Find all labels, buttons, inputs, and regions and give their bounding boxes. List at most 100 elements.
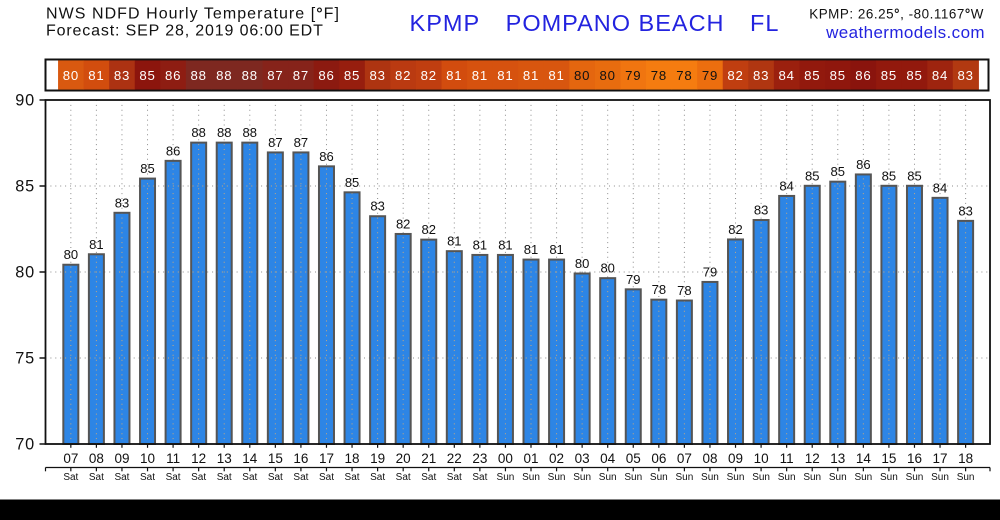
svg-text:Sun: Sun — [854, 472, 872, 483]
svg-text:86: 86 — [319, 149, 333, 164]
svg-text:Sat: Sat — [319, 472, 334, 483]
svg-text:Sun: Sun — [522, 472, 540, 483]
svg-text:11: 11 — [780, 451, 794, 466]
svg-text:Sun: Sun — [778, 472, 796, 483]
svg-text:19: 19 — [370, 451, 385, 466]
svg-text:82: 82 — [728, 222, 742, 237]
svg-text:81: 81 — [549, 242, 563, 257]
svg-text:Sun: Sun — [727, 472, 745, 483]
svg-text:81: 81 — [497, 68, 513, 83]
svg-text:16: 16 — [293, 451, 308, 466]
svg-text:08: 08 — [702, 451, 717, 466]
svg-text:81: 81 — [446, 68, 462, 83]
svg-text:14: 14 — [242, 451, 258, 466]
svg-text:87: 87 — [293, 68, 309, 83]
svg-text:79: 79 — [625, 68, 641, 83]
svg-text:83: 83 — [369, 68, 385, 83]
svg-text:88: 88 — [217, 125, 231, 140]
svg-text:86: 86 — [318, 68, 334, 83]
svg-text:NWS NDFD Hourly Temperature [°: NWS NDFD Hourly Temperature [°F] — [46, 6, 340, 23]
svg-text:Sun: Sun — [599, 472, 617, 483]
svg-text:84: 84 — [933, 180, 947, 195]
svg-text:10: 10 — [140, 451, 155, 466]
svg-text:Sat: Sat — [114, 472, 129, 483]
svg-text:01: 01 — [523, 451, 538, 466]
svg-text:82: 82 — [396, 216, 410, 231]
svg-text:09: 09 — [728, 451, 743, 466]
svg-text:83: 83 — [753, 68, 769, 83]
svg-text:86: 86 — [165, 68, 181, 83]
svg-text:KPMP: 26.25°, -80.1167°W: KPMP: 26.25°, -80.1167°W — [809, 7, 984, 22]
svg-text:Sun: Sun — [829, 472, 847, 483]
svg-text:Sat: Sat — [447, 472, 462, 483]
svg-text:88: 88 — [191, 125, 205, 140]
svg-text:15: 15 — [881, 451, 896, 466]
svg-text:Sat: Sat — [472, 472, 487, 483]
svg-text:11: 11 — [166, 451, 180, 466]
svg-text:85: 85 — [140, 161, 154, 176]
svg-text:84: 84 — [932, 68, 948, 83]
svg-text:weathermodels.com: weathermodels.com — [825, 23, 985, 42]
svg-text:86: 86 — [856, 157, 870, 172]
svg-text:80: 80 — [63, 68, 79, 83]
svg-text:Sat: Sat — [293, 472, 308, 483]
svg-text:Sat: Sat — [268, 472, 283, 483]
svg-text:Sat: Sat — [421, 472, 436, 483]
svg-text:80: 80 — [64, 247, 78, 262]
svg-text:16: 16 — [907, 451, 922, 466]
svg-text:80: 80 — [574, 68, 590, 83]
svg-text:13: 13 — [217, 451, 232, 466]
svg-text:Forecast: SEP 28, 2019 06:00 E: Forecast: SEP 28, 2019 06:00 EDT — [46, 23, 324, 40]
svg-text:87: 87 — [268, 135, 282, 150]
svg-text:20: 20 — [396, 451, 411, 466]
svg-text:81: 81 — [498, 237, 512, 252]
svg-text:88: 88 — [243, 125, 257, 140]
svg-text:85: 85 — [345, 175, 359, 190]
svg-text:Sun: Sun — [701, 472, 719, 483]
svg-text:85: 85 — [881, 68, 897, 83]
svg-text:81: 81 — [89, 237, 103, 252]
svg-text:Sat: Sat — [396, 472, 411, 483]
svg-text:23: 23 — [472, 451, 487, 466]
svg-text:Sun: Sun — [803, 472, 821, 483]
svg-text:85: 85 — [344, 68, 360, 83]
svg-text:82: 82 — [421, 68, 437, 83]
svg-text:07: 07 — [63, 451, 78, 466]
svg-text:Sat: Sat — [89, 472, 104, 483]
svg-text:81: 81 — [88, 68, 104, 83]
svg-text:85: 85 — [882, 168, 896, 183]
svg-text:14: 14 — [856, 451, 872, 466]
svg-text:86: 86 — [166, 143, 180, 158]
svg-text:Sun: Sun — [573, 472, 591, 483]
svg-text:70: 70 — [15, 436, 35, 454]
svg-text:80: 80 — [600, 261, 614, 276]
svg-text:Sat: Sat — [242, 472, 257, 483]
svg-text:Sun: Sun — [650, 472, 668, 483]
svg-text:21: 21 — [421, 451, 436, 466]
svg-text:12: 12 — [805, 451, 820, 466]
svg-text:85: 85 — [805, 168, 819, 183]
svg-text:88: 88 — [191, 68, 207, 83]
svg-text:02: 02 — [549, 451, 564, 466]
svg-text:78: 78 — [677, 283, 691, 298]
svg-text:88: 88 — [242, 68, 258, 83]
svg-text:Sat: Sat — [345, 472, 360, 483]
svg-text:87: 87 — [294, 135, 308, 150]
svg-text:Sun: Sun — [752, 472, 770, 483]
svg-text:06: 06 — [651, 451, 666, 466]
svg-text:Sat: Sat — [217, 472, 232, 483]
svg-text:83: 83 — [115, 195, 129, 210]
svg-text:KPMP POMPANO BEACH FL: KPMP POMPANO BEACH FL — [410, 10, 780, 36]
svg-text:85: 85 — [906, 68, 922, 83]
svg-text:07: 07 — [677, 451, 692, 466]
svg-text:Sun: Sun — [548, 472, 566, 483]
svg-text:00: 00 — [498, 451, 513, 466]
svg-text:83: 83 — [958, 203, 972, 218]
svg-text:Sun: Sun — [497, 472, 515, 483]
svg-text:85: 85 — [804, 68, 820, 83]
svg-text:09: 09 — [114, 451, 129, 466]
svg-text:Sun: Sun — [906, 472, 924, 483]
svg-text:78: 78 — [652, 282, 666, 297]
svg-text:82: 82 — [422, 222, 436, 237]
svg-text:80: 80 — [575, 256, 589, 271]
